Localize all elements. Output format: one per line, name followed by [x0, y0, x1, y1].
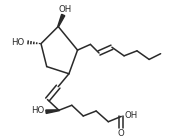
Text: HO: HO — [11, 38, 25, 47]
Text: HO: HO — [31, 107, 44, 116]
Text: OH: OH — [59, 5, 72, 14]
Polygon shape — [46, 110, 59, 113]
Text: OH: OH — [124, 111, 137, 120]
Text: O: O — [117, 129, 124, 138]
Polygon shape — [58, 14, 65, 27]
